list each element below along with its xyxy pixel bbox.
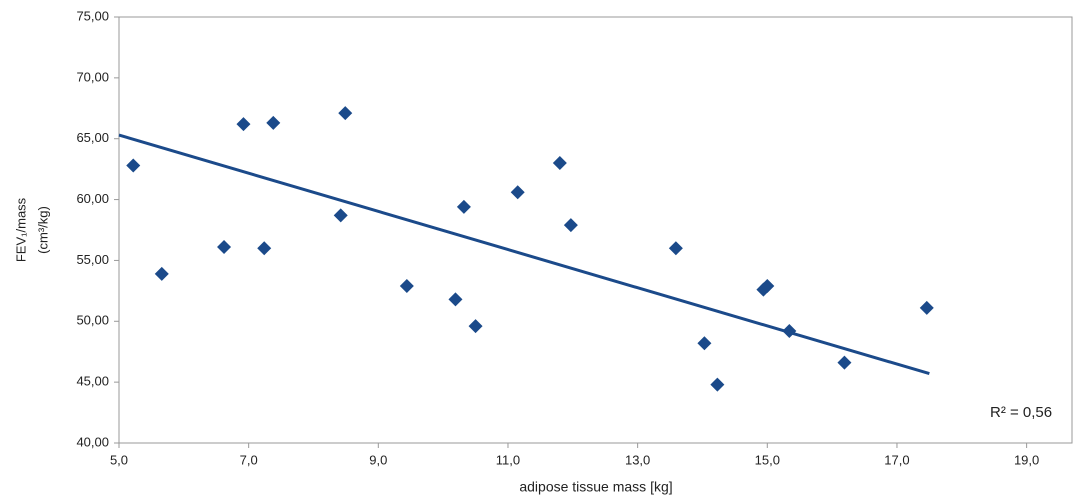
x-axis-label: adipose tissue mass [kg]: [519, 479, 672, 495]
y-tick-label: 50,00: [76, 313, 109, 328]
point: [217, 240, 232, 255]
point: [552, 156, 567, 171]
x-tick-label: 7,0: [240, 452, 258, 467]
annotation: R² = 0,56: [990, 404, 1052, 421]
point: [782, 324, 797, 339]
y-tick-label: 65,00: [76, 130, 109, 145]
x-tick-label: 19,0: [1014, 452, 1039, 467]
y-tick-label: 40,00: [76, 434, 109, 449]
y-tick-label: 45,00: [76, 374, 109, 389]
x-tick-label: 9,0: [369, 452, 387, 467]
point: [333, 208, 348, 223]
y-axis-label: FEV₁/mass: [13, 197, 28, 262]
point: [760, 278, 775, 293]
point: [154, 266, 169, 281]
point: [468, 319, 483, 334]
y-tick-label: 75,00: [76, 8, 109, 23]
x-tick-label: 17,0: [884, 452, 909, 467]
point: [837, 355, 852, 370]
y-tick-label: 70,00: [76, 69, 109, 84]
y-tick-label: 55,00: [76, 252, 109, 267]
point: [266, 115, 281, 130]
plot-frame: [118, 16, 1073, 444]
point: [399, 278, 414, 293]
x-tick-label: 13,0: [625, 452, 650, 467]
point: [448, 292, 463, 307]
point: [510, 185, 525, 200]
x-tick-label: 5,0: [110, 452, 128, 467]
y-tick-label: 60,00: [76, 191, 109, 206]
point: [697, 336, 712, 351]
point: [338, 106, 353, 121]
y-axis-unit: (cm³/kg): [35, 206, 50, 254]
point: [236, 117, 251, 132]
point: [456, 199, 471, 214]
point: [126, 158, 141, 173]
x-tick-label: 15,0: [755, 452, 780, 467]
point: [919, 300, 934, 315]
x-tick-label: 11,0: [496, 452, 520, 467]
point: [668, 241, 683, 256]
trendline: [118, 133, 930, 376]
point: [257, 241, 272, 256]
point: [563, 218, 578, 233]
point: [710, 377, 725, 392]
